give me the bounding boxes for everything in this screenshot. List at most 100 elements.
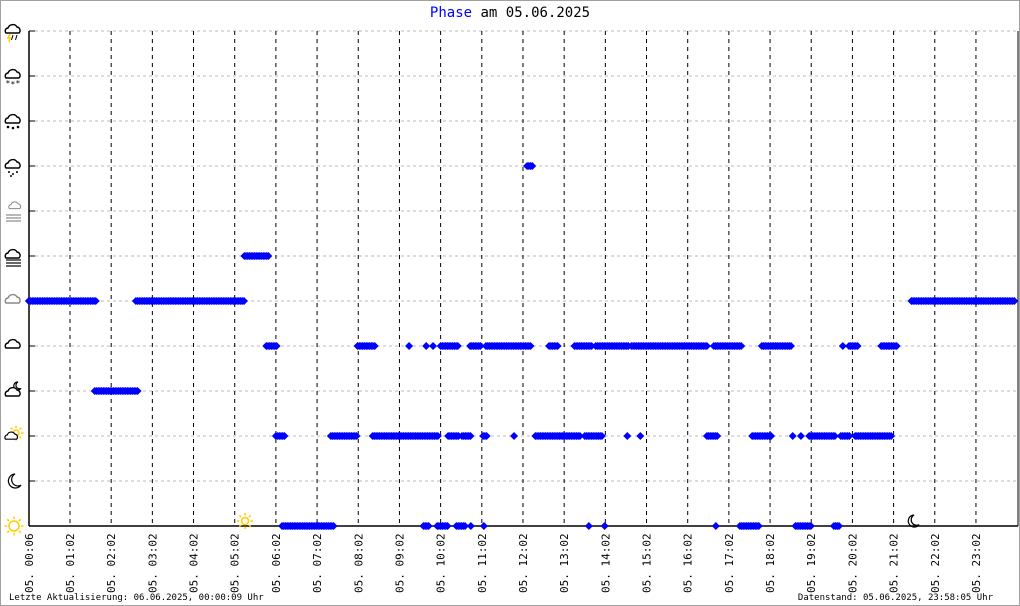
data-state-text: Datenstand: 05.06.2025, 23:58:05 Uhr xyxy=(797,593,993,603)
x-tick-label: 05. 04:02 xyxy=(188,533,201,593)
rain-streak xyxy=(11,34,14,41)
data-point xyxy=(352,432,361,440)
sun-ray xyxy=(18,518,22,522)
sleet-flake xyxy=(6,125,10,129)
partly-cloudy-night-icon xyxy=(4,381,22,397)
title-series: Phase xyxy=(429,5,473,21)
data-point xyxy=(702,342,711,350)
x-tick-label: 05. 10:02 xyxy=(435,533,448,593)
x-tick-label: 05. 22:02 xyxy=(929,533,942,593)
overcast-icon xyxy=(4,293,21,304)
snow-flake: * xyxy=(16,79,21,88)
data-point xyxy=(482,432,491,440)
data-point xyxy=(510,432,519,440)
sun-ray xyxy=(19,427,22,430)
sun-ray xyxy=(248,514,252,518)
data-point xyxy=(623,432,632,440)
sun-icon xyxy=(4,516,24,536)
x-tick-label: 05. 14:02 xyxy=(599,533,612,593)
data-point xyxy=(600,522,609,530)
data-point xyxy=(239,297,248,305)
cloud-shape xyxy=(4,158,21,169)
sun-ray xyxy=(238,514,242,518)
sun-ray xyxy=(238,524,242,528)
sun-ray xyxy=(248,524,252,528)
data-point xyxy=(887,432,896,440)
cloud-shape xyxy=(4,248,21,259)
cloud-shape xyxy=(4,431,19,440)
cloud-shape xyxy=(4,293,21,304)
data-point xyxy=(405,342,414,350)
x-tick-label: 05. 07:02 xyxy=(311,533,324,593)
sun-ray xyxy=(10,427,13,430)
sun-ray xyxy=(6,530,10,534)
x-tick-label: 05. 15:02 xyxy=(641,533,654,593)
data-point xyxy=(553,342,562,350)
data-point xyxy=(422,342,431,350)
data-point xyxy=(476,342,485,350)
data-point xyxy=(280,432,289,440)
haze-icon xyxy=(6,201,22,222)
data-point xyxy=(786,342,795,350)
sunrise-sun-icon xyxy=(237,513,254,529)
sunset-moon-icon xyxy=(907,514,920,528)
sleet-flake xyxy=(11,126,15,130)
data-point xyxy=(845,432,854,440)
sun-core xyxy=(240,516,250,526)
x-tick-label: 05. 06:02 xyxy=(270,533,283,593)
data-point xyxy=(329,522,338,530)
x-tick-label: 05. 12:02 xyxy=(517,533,530,593)
cloud-shape xyxy=(4,23,21,34)
lightning-bolt xyxy=(6,33,11,43)
cloud-icon xyxy=(4,338,21,349)
rain-drop xyxy=(16,171,18,173)
snow-icon: * * * xyxy=(4,68,21,89)
data-point xyxy=(796,432,805,440)
moon-icon xyxy=(7,473,22,489)
rain-drop xyxy=(12,173,14,175)
data-point xyxy=(838,342,847,350)
sun-core xyxy=(8,520,20,532)
moon-shape xyxy=(907,514,920,528)
cloud-shape xyxy=(4,338,21,349)
data-point xyxy=(466,522,475,530)
data-point xyxy=(453,342,462,350)
data-point xyxy=(370,342,379,350)
data-point xyxy=(584,522,593,530)
data-point xyxy=(835,522,844,530)
data-point xyxy=(528,162,537,170)
data-point xyxy=(433,432,442,440)
x-tick-label: 05. 08:02 xyxy=(352,533,365,593)
data-point xyxy=(526,342,535,350)
x-tick-label: 05. 03:02 xyxy=(146,533,159,593)
x-tick-label: 05. 11:02 xyxy=(476,533,489,593)
data-point xyxy=(830,432,839,440)
data-point xyxy=(711,522,720,530)
rain-streak xyxy=(15,34,18,41)
x-tick-label: 05. 16:02 xyxy=(682,533,695,593)
sun-ray xyxy=(18,530,22,534)
data-point xyxy=(597,432,606,440)
sleet-flake xyxy=(16,125,20,129)
x-tick-label: 05. 19:02 xyxy=(805,533,818,593)
data-point xyxy=(636,432,645,440)
x-tick-label: 05. 20:02 xyxy=(846,533,859,593)
chart-title: Phase am 05.06.2025 xyxy=(1,5,1019,21)
moon-shape xyxy=(13,381,22,391)
data-point xyxy=(466,432,475,440)
data-point xyxy=(479,522,488,530)
cloud-shape xyxy=(8,201,22,210)
last-update-text: Letzte Aktualisierung: 06.06.2025, 00:00… xyxy=(9,593,264,603)
data-point xyxy=(133,387,142,395)
data-point xyxy=(443,522,452,530)
x-tick-label: 05. 23:02 xyxy=(970,533,983,593)
data-point xyxy=(264,252,273,260)
x-tick-label: 05. 13:02 xyxy=(558,533,571,593)
snow-flake: * xyxy=(11,80,16,89)
cloud-shape xyxy=(4,386,21,397)
data-point xyxy=(424,522,433,530)
cloud-shape xyxy=(4,68,21,79)
x-tick-label: 05. 09:02 xyxy=(393,533,406,593)
